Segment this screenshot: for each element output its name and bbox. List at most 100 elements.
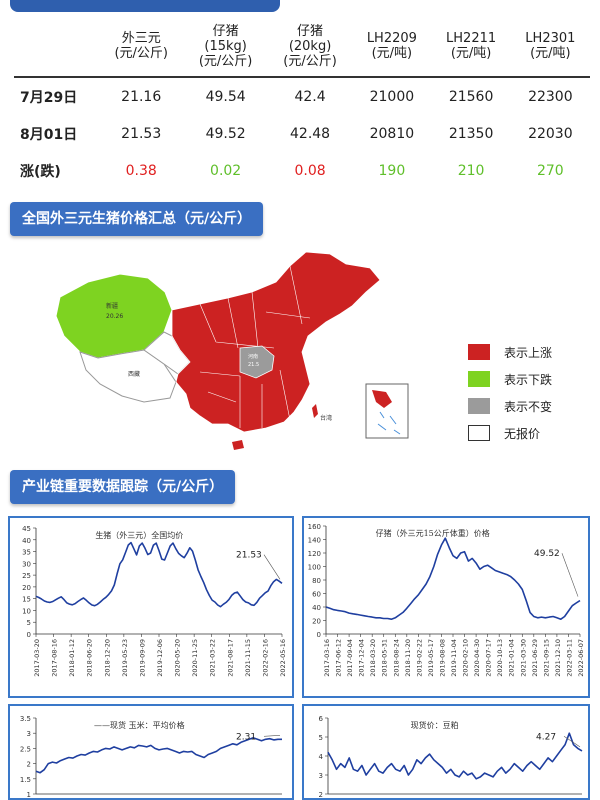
x-tick-label: 2021-03-30 [519,639,527,677]
x-tick-label: 2020-11-25 [191,639,199,677]
x-tick-label: 2021-09-15 [542,639,550,677]
chart-hog-price: 生猪（外三元）全国均价 0 5 10 15 20 25 30 35 40 45 2017-03-20 2… [22,525,287,677]
col-unit: (元/吨) [450,46,492,61]
y-tick-label: 100 [308,564,321,572]
legend-swatch-up [468,344,490,360]
x-tick-label: 2021-03-22 [209,639,217,677]
legend-item: 表示下跌 [468,369,552,389]
x-tick-label: 2019-08-08 [438,639,446,677]
table-header-row: 外三元 (元/公斤) 仔猪 (15kg) (元/公斤) 仔猪 (20kg) (元/公斤) … [14,16,590,78]
table-cell: 21560 [448,88,494,105]
series-line [35,737,282,774]
last-value-leader [263,734,281,737]
table-cell: 22300 [528,88,573,105]
col-unit: (元/公斤) [283,53,337,69]
x-tick-label: 2017-06-12 [335,639,343,677]
x-tick-label: 2018-03-20 [369,639,377,677]
last-value-leader [563,736,581,748]
x-tick-label: 2021-06-29 [531,639,539,677]
last-value-label: 2.31 [236,732,256,742]
change-cell: 210 [457,162,485,179]
change-cell: 0.08 [294,162,326,179]
province-lines [199,265,311,428]
col-sub: (20kg) [288,38,332,54]
table-cell: 49.52 [205,125,246,142]
chain-section-title: 产业链重要数据跟踪（元/公斤） [10,470,236,504]
legend-item: 无报价 [468,423,552,443]
x-tick-label: 2017-12-04 [358,639,366,677]
taiwan-label: 台湾 [320,414,332,422]
y-tick-label: 160 [308,523,321,531]
legend-label: 表示下跌 [504,372,553,387]
table-cell: 49.54 [205,88,246,105]
x-tick-label: 2018-01-12 [68,639,76,677]
y-tick-label: 45 [22,525,31,533]
map-legend: 表示上涨 表示下跌 表示不变 无报价 [468,342,552,450]
col-header: LH2209 (元/吨) [352,16,432,78]
china-map-svg: 新疆 20.26 西藏 河南 21.5 台湾 [55,251,409,450]
region-taiwan [312,404,318,418]
y-tick-label: 5 [319,734,323,742]
map-section-title: 全国外三元生猪价格汇总（元/公斤） [10,202,264,236]
legend-item: 表示上涨 [468,342,552,362]
y-tick-label: 0 [317,631,321,639]
chart-panel: 仔猪（外三元15公斤体重）价格 0 20 40 60 80 100 120 140 160 2017… [302,516,590,698]
y-tick-label: 10 [22,607,31,615]
col-name: LH2209 [366,31,417,46]
y-tick-label: 3 [319,772,323,780]
col-unit: (元/公斤) [198,53,253,69]
y-tick-label: 25 [22,572,31,580]
chart-soymeal-price: 现货价：豆粕 2 3 4 5 6 4.27 [319,715,583,798]
chart-panel: ——现货 玉米：平均价格 1 1.5 2 2.5 3 3.5 2.31 [8,704,294,800]
y-tick-label: 5 [27,619,31,627]
table-cell: 21.16 [121,88,162,105]
col-header: 外三元 (元/公斤) [99,16,184,78]
x-tick-label: 2020-05-20 [174,639,182,677]
col-name: 仔猪 [212,23,239,39]
y-tick-label: 1.5 [20,776,31,784]
series-line [327,732,583,780]
chart-corn-price: ——现货 玉米：平均价格 1 1.5 2 2.5 3 3.5 2.31 [20,715,282,798]
chart-piglet-price: 仔猪（外三元15公斤体重）价格 0 20 40 60 80 100 120 140 160 2017… [308,523,585,677]
col-unit: (元/吨) [530,46,571,61]
region-red-main [171,251,381,433]
region-xizang [79,349,177,403]
x-tick-label: 2021-01-04 [508,639,516,677]
col-header: LH2301 (元/吨) [510,16,590,78]
x-tick-label: 2018-05-31 [381,639,389,677]
x-tick-label: 2017-08-16 [51,639,59,677]
table-row: 8月01日 21.53 49.52 42.48 20810 21350 2203… [14,115,590,152]
x-tick-label: 2022-03-11 [565,639,573,677]
x-tick-label: 2019-05-17 [427,639,435,677]
legend-swatch-same [468,398,490,414]
x-tick-label: 2020-10-13 [496,639,504,677]
x-tick-label: 2019-11-04 [450,639,458,677]
last-value-leader [263,554,281,580]
south-sea-islands [377,411,401,435]
y-tick-label: 30 [22,560,31,568]
y-tick-label: 40 [22,537,31,545]
table-row: 7月29日 21.16 49.54 42.4 21000 21560 22300 [14,77,590,115]
chart-title: 现货价：豆粕 [411,720,459,730]
x-tick-label: 2018-08-24 [392,639,400,677]
x-tick-label: 2022-05-16 [279,639,287,677]
y-tick-label: 6 [319,715,324,723]
x-tick-label: 2017-09-04 [346,639,354,677]
col-name: 外三元 [121,31,161,46]
top-banner-remnant [10,0,280,12]
x-tick-label: 2021-11-15 [244,639,252,677]
x-tick-label: 2020-07-17 [485,639,493,677]
table-cell: 21350 [448,125,494,142]
col-header: 仔猪 (20kg) (元/公斤) [267,16,353,78]
row-label: 7月29日 [20,89,78,106]
chart-title: 仔猪（外三元15公斤体重）价格 [376,528,490,538]
y-tick-label: 15 [22,596,31,604]
y-tick-label: 35 [22,549,31,557]
x-tick-label: 2018-12-20 [103,639,111,677]
chart-panel: 现货价：豆粕 2 3 4 5 6 4.27 [302,704,590,800]
y-tick-label: 3 [27,730,31,738]
table-cell: 42.4 [294,88,326,105]
y-tick-label: 120 [308,550,321,558]
legend-item: 表示不变 [468,396,552,416]
legend-label: 无报价 [504,426,541,441]
